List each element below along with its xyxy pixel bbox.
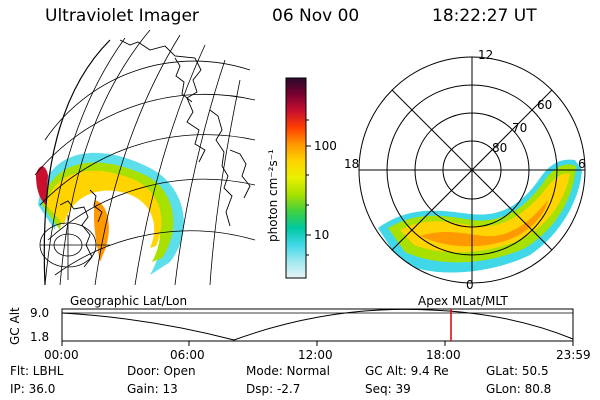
- timeline-xtick-3: 18:00: [426, 348, 461, 362]
- status-glon: GLon: 80.8: [486, 382, 552, 396]
- polar-plot: [358, 56, 586, 284]
- status-door: Door: Open: [127, 364, 196, 378]
- colorbar-tick-100: 100: [314, 139, 337, 153]
- status-mode: Mode: Normal: [246, 364, 330, 378]
- status-filter: Flt: LBHL: [10, 364, 64, 378]
- status-seq: Seq: 39: [365, 382, 411, 396]
- timeline-xtick-2: 12:00: [298, 348, 333, 362]
- lat-label-60: 60: [537, 98, 553, 112]
- timeline-ytick-1: 1.8: [30, 330, 50, 344]
- status-gain: Gain: 13: [127, 382, 178, 396]
- mlt-label-0: 0: [466, 278, 474, 292]
- polar-aurora-hot: [420, 200, 548, 247]
- timeline-xtick-0: 00:00: [44, 348, 79, 362]
- colorbar: [285, 77, 311, 279]
- status-gc-alt: GC Alt: 9.4 Re: [365, 364, 449, 378]
- aurora-hotspot-2: [93, 200, 109, 262]
- status-ip: IP: 36.0: [10, 382, 56, 396]
- globe-map: [34, 30, 256, 285]
- colorbar-tick-10: 10: [314, 228, 330, 242]
- timeline-xtick-4: 23:59: [556, 348, 591, 362]
- projection-label-left: Geographic Lat/Lon: [70, 294, 188, 308]
- mlt-label-12: 12: [478, 48, 494, 62]
- instrument-title: Ultraviolet Imager: [45, 6, 199, 26]
- lat-label-70: 70: [512, 121, 528, 135]
- mlt-label-18: 18: [344, 157, 360, 171]
- projection-label-right: Apex MLat/MLT: [418, 294, 508, 308]
- colorbar-unit-label: photon cm⁻²s⁻¹: [266, 149, 280, 242]
- time-label: 18:22:27 UT: [432, 6, 537, 26]
- date-label: 06 Nov 00: [272, 6, 360, 26]
- mlt-label-6: 6: [578, 157, 586, 171]
- lat-label-80: 80: [492, 141, 508, 155]
- timeline-ytick-0: 9.0: [30, 306, 50, 320]
- timeline-xtick-1: 06:00: [170, 348, 205, 362]
- timeline-axis-label: GC Alt: [8, 307, 22, 345]
- status-glat: GLat: 50.5: [486, 364, 549, 378]
- aurora-hotspot: [36, 166, 48, 205]
- timeline-plot: [61, 308, 574, 346]
- status-dsp: Dsp: -2.7: [246, 382, 301, 396]
